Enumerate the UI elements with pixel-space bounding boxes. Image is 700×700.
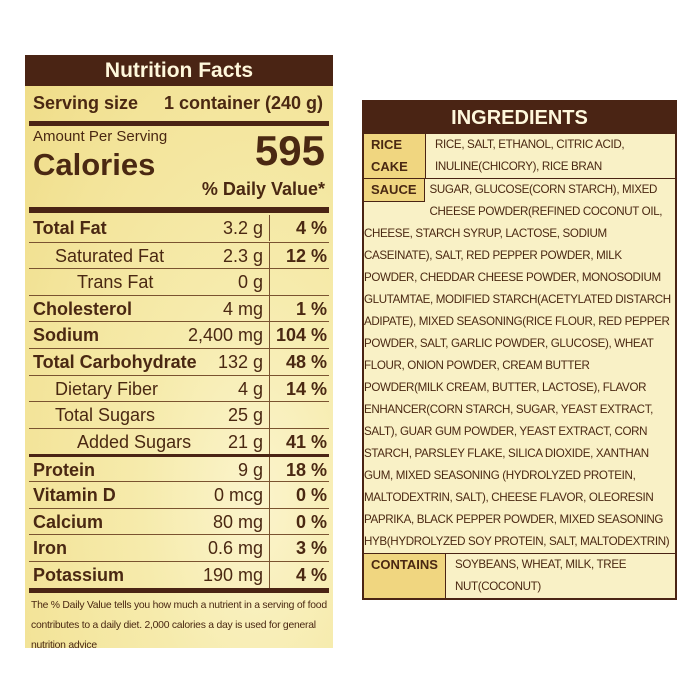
nutrient-dv: 12 % <box>285 245 327 266</box>
nutrient-dv: 14 % <box>285 378 327 399</box>
column-divider <box>269 457 270 484</box>
serving-value: 1 container (240 g) <box>163 93 323 113</box>
nutrient-name: Dietary Fiber <box>55 378 159 399</box>
nutrient-name: Trans Fat <box>77 272 154 293</box>
nutrient-amount: 21 g <box>227 431 263 452</box>
column-divider <box>269 269 270 296</box>
nutrient-amount: 132 g <box>217 352 263 372</box>
nutrient-dv: 4 % <box>295 218 327 238</box>
nutrient-name: Saturated Fat <box>55 245 165 266</box>
calories-value: 595 <box>254 127 325 174</box>
serving-label: Serving size <box>33 93 139 113</box>
nutrient-row: Total Carbohydrate 132 g 48 % <box>29 348 329 375</box>
nutrient-amount: 4 g <box>237 378 263 399</box>
section-text: SOYBEANS, WHEAT, MILK, TREE NUT(COCONUT) <box>454 558 627 593</box>
nutrient-dv: 1 % <box>295 298 327 319</box>
section-label: SAUCE <box>364 179 425 202</box>
nutrient-name: Protein <box>33 460 96 481</box>
rule <box>29 121 329 126</box>
nutrient-amount: 2.3 g <box>222 245 263 266</box>
dv-header: % Daily Value* <box>201 179 325 199</box>
nutrient-dv: 0 % <box>295 485 327 505</box>
nutrition-panel: Nutrition Facts Serving size 1 container… <box>25 55 333 648</box>
ingredient-section: SAUCE SUGAR, GLUCOSE(CORN STARCH), MIXED … <box>364 178 675 553</box>
column-divider <box>269 508 270 535</box>
column-divider <box>269 242 270 269</box>
rule <box>29 588 329 593</box>
column-divider <box>269 561 270 588</box>
nutrient-amount: 0 mcg <box>213 485 263 505</box>
nutrient-amount: 0.6 mg <box>207 538 263 559</box>
nutrient-dv: 48 % <box>285 352 327 372</box>
nutrient-row: Total Sugars 25 g <box>29 401 329 429</box>
nutrient-dv: 41 % <box>285 431 327 452</box>
nutrient-row: Protein 9 g 18 % <box>29 454 329 484</box>
section-text: RICE, SALT, ETHANOL, CITRIC ACID, INULIN… <box>435 138 625 173</box>
nutrient-row: Trans Fat 0 g <box>29 268 329 296</box>
column-divider <box>269 535 270 562</box>
rule <box>29 207 329 213</box>
nutrient-name: Cholesterol <box>33 298 133 319</box>
nutrient-name: Iron <box>33 538 67 559</box>
nutrient-row: Dietary Fiber 4 g 14 % <box>29 374 329 402</box>
nutrient-row: Total Fat 3.2 g 4 % <box>29 215 329 241</box>
nutrient-dv: 104 % <box>275 325 327 346</box>
section-label: CONTAINS <box>364 554 446 598</box>
nutrient-name: Total Carbohydrate <box>33 352 197 372</box>
nutrition-title: Nutrition Facts <box>25 55 333 86</box>
nutrient-dv: 3 % <box>295 538 327 559</box>
nutrient-row: Sodium 2,400 mg 104 % <box>29 321 329 349</box>
column-divider <box>269 295 270 322</box>
footnote: The % Daily Value tells you how much a n… <box>31 600 327 648</box>
ingredient-section: CONTAINS SOYBEANS, WHEAT, MILK, TREE NUT(… <box>364 553 675 598</box>
column-divider <box>269 402 270 429</box>
section-label: RICE CAKE <box>364 134 427 178</box>
nutrient-dv: 18 % <box>285 460 327 481</box>
nutrient-amount: 4 mg <box>222 298 263 319</box>
nutrient-amount: 25 g <box>227 405 263 426</box>
nutrient-amount: 190 mg <box>202 564 263 585</box>
nutrient-row: Saturated Fat 2.3 g 12 % <box>29 241 329 269</box>
nutrient-dv: 4 % <box>295 564 327 585</box>
nutrient-amount: 9 g <box>237 460 263 481</box>
nutrient-name: Vitamin D <box>33 485 116 505</box>
ingredient-sections: RICE CAKE RICE, SALT, ETHANOL, CITRIC ACI… <box>364 134 675 598</box>
nutrient-row: Added Sugars 21 g 41 % <box>29 427 329 455</box>
column-divider <box>269 482 270 508</box>
nutrient-name: Total Sugars <box>55 405 156 426</box>
column-divider <box>269 375 270 402</box>
nutrient-dv: 0 % <box>295 511 327 532</box>
section-text: SUGAR, GLUCOSE(CORN STARCH), MIXED CHEES… <box>364 183 671 548</box>
nutrient-row: Calcium 80 mg 0 % <box>29 507 329 535</box>
ingredients-title: INGREDIENTS <box>364 102 675 134</box>
nutrient-amount: 80 mg <box>212 511 263 532</box>
column-divider <box>269 428 270 455</box>
nutrient-name: Total Fat <box>33 218 107 238</box>
nutrient-amount: 2,400 mg <box>187 325 263 346</box>
column-divider <box>269 215 270 241</box>
nutrient-row: Cholesterol 4 mg 1 % <box>29 294 329 322</box>
nutrient-row: Potassium 190 mg 4 % <box>29 560 329 588</box>
nutrient-name: Sodium <box>33 325 99 346</box>
nutrient-amount: 3.2 g <box>222 218 263 238</box>
column-divider <box>269 349 270 375</box>
ingredient-section: RICE CAKE RICE, SALT, ETHANOL, CITRIC ACI… <box>364 134 675 178</box>
nutrient-row: Iron 0.6 mg 3 % <box>29 534 329 562</box>
nutrient-amount: 0 g <box>237 272 263 293</box>
calories-label: Calories <box>33 147 156 182</box>
nutrient-name: Added Sugars <box>77 431 192 452</box>
ingredients-panel: INGREDIENTS RICE CAKE RICE, SALT, ETHANOL… <box>362 100 677 600</box>
nutrient-row: Vitamin D 0 mcg 0 % <box>29 481 329 508</box>
nutrient-name: Potassium <box>33 564 125 585</box>
column-divider <box>269 322 270 349</box>
nutrient-name: Calcium <box>33 511 104 532</box>
amount-per-serving: Amount Per Serving <box>33 128 168 145</box>
